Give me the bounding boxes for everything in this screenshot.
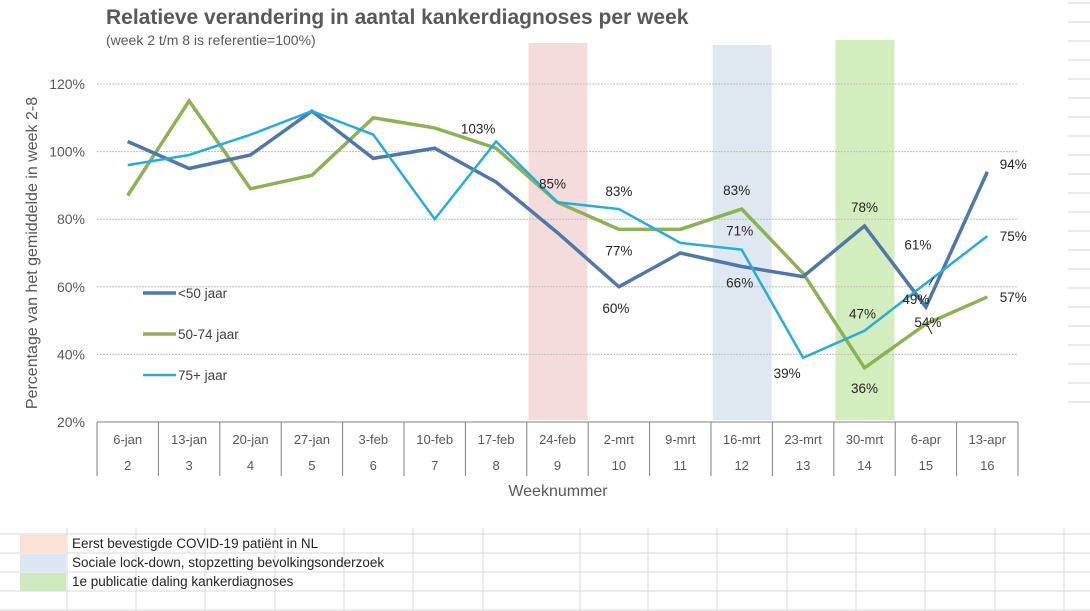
x-week-label: 14: [857, 458, 871, 473]
x-week-label: 4: [247, 458, 254, 473]
x-axis-label: Weeknummer: [508, 483, 608, 500]
chart-title: Relatieve verandering in aantal kankerdi…: [106, 6, 689, 29]
y-tick-label: 20%: [57, 414, 85, 430]
data-labels: 103% 85% 83% 77% 60% 83% 71% 66% 39% 78% 47% 36% 61%…: [461, 121, 1027, 395]
x-week-label: 8: [492, 458, 499, 473]
x-date-label: 13-jan: [171, 432, 207, 447]
y-tick-label: 40%: [57, 346, 85, 362]
note-row-lockdown: Sociale lock-down, stopzetting bevolking…: [0, 554, 1090, 573]
note-swatch-publication: [20, 573, 66, 591]
x-week-label: 2: [124, 458, 131, 473]
data-label: 103%: [461, 121, 496, 136]
series-line-75-plus: [127, 109, 989, 360]
note-text-publication: 1e publicatie daling kankerdiagnoses: [72, 574, 294, 589]
data-label: 36%: [851, 381, 878, 396]
note-swatch-lockdown: [20, 554, 66, 572]
data-label: 77%: [605, 243, 632, 258]
legend-label: 75+ jaar: [178, 368, 228, 383]
legend: <50 jaar 50-74 jaar 75+ jaar: [143, 286, 239, 383]
series-line-under-50: [126, 108, 989, 311]
y-gridlines: [97, 83, 1018, 355]
note-row-publication: 1e publicatie daling kankerdiagnoses: [0, 573, 1090, 592]
y-tick-label: 120%: [49, 76, 85, 92]
x-date-label: 30-mrt: [846, 432, 884, 447]
x-week-label: 7: [431, 458, 438, 473]
x-date-label: 20-jan: [232, 432, 268, 447]
x-date-label: 3-feb: [358, 432, 388, 447]
data-label: 47%: [849, 307, 876, 322]
highlight-band: [835, 40, 895, 420]
data-label: 85%: [539, 176, 566, 191]
leader-line: [927, 325, 933, 335]
x-date-label: 27-jan: [294, 432, 330, 447]
legend-label: 50-74 jaar: [178, 327, 239, 342]
chart-subtitle: (week 2 t/m 8 is referentie=100%): [106, 32, 316, 48]
series-lines: [126, 97, 989, 371]
x-date-label: 13-apr: [969, 432, 1007, 447]
notes-legend: Eerst bevestigde COVID-19 patiënt in NL …: [0, 534, 1090, 611]
x-axis-table: 6-jan 2 13-jan 3 20-jan 4 27-jan 5 3-feb 6 10-feb 7…: [96, 421, 1019, 476]
x-date-label: 10-feb: [416, 432, 453, 447]
data-label: 66%: [726, 276, 753, 291]
x-week-label: 9: [554, 458, 561, 473]
x-week-label: 3: [185, 458, 192, 473]
x-date-label: 16-mrt: [723, 432, 761, 447]
legend-label: <50 jaar: [178, 286, 228, 301]
data-label: 94%: [1000, 157, 1027, 172]
data-label: 57%: [1000, 290, 1027, 305]
data-label: 75%: [1000, 229, 1027, 244]
y-tick-labels: 120% 100% 80% 60% 40% 20%: [49, 76, 85, 430]
data-label: 54%: [914, 315, 941, 330]
data-label: 60%: [602, 301, 629, 316]
y-tick-label: 100%: [49, 144, 85, 160]
data-label: 61%: [904, 237, 931, 252]
leader-line: [928, 277, 935, 286]
y-tick-label: 60%: [57, 279, 85, 295]
x-week-label: 13: [796, 458, 810, 473]
x-date-label: 24-feb: [539, 432, 576, 447]
data-label: 49%: [902, 292, 929, 307]
x-date-label: 6-apr: [911, 432, 942, 447]
y-axis-label: Percentage van het gemiddelde in week 2-…: [24, 97, 41, 409]
x-week-label: 16: [980, 458, 994, 473]
x-week-label: 6: [370, 458, 377, 473]
data-label: 83%: [605, 184, 632, 199]
y-tick-label: 80%: [57, 211, 85, 227]
x-week-label: 10: [612, 458, 626, 473]
data-label: 78%: [851, 200, 878, 215]
x-week-label: 11: [674, 458, 688, 473]
x-date-label: 9-mrt: [665, 432, 696, 447]
highlight-bands: [528, 40, 895, 420]
note-text-covid: Eerst bevestigde COVID-19 patiënt in NL: [72, 536, 319, 551]
note-swatch-covid: [20, 535, 66, 553]
x-week-label: 5: [308, 458, 315, 473]
data-label: 71%: [726, 224, 753, 239]
data-label: 39%: [774, 366, 801, 381]
x-week-label: 15: [919, 458, 933, 473]
x-date-label: 17-feb: [478, 432, 515, 447]
x-week-label: 12: [734, 458, 748, 473]
note-text-lockdown: Sociale lock-down, stopzetting bevolking…: [72, 555, 385, 570]
x-date-label: 23-mrt: [784, 432, 822, 447]
note-row-covid: Eerst bevestigde COVID-19 patiënt in NL: [0, 535, 1090, 554]
data-label: 83%: [723, 183, 750, 198]
x-date-label: 6-jan: [113, 432, 142, 447]
x-date-label: 2-mrt: [604, 432, 635, 447]
